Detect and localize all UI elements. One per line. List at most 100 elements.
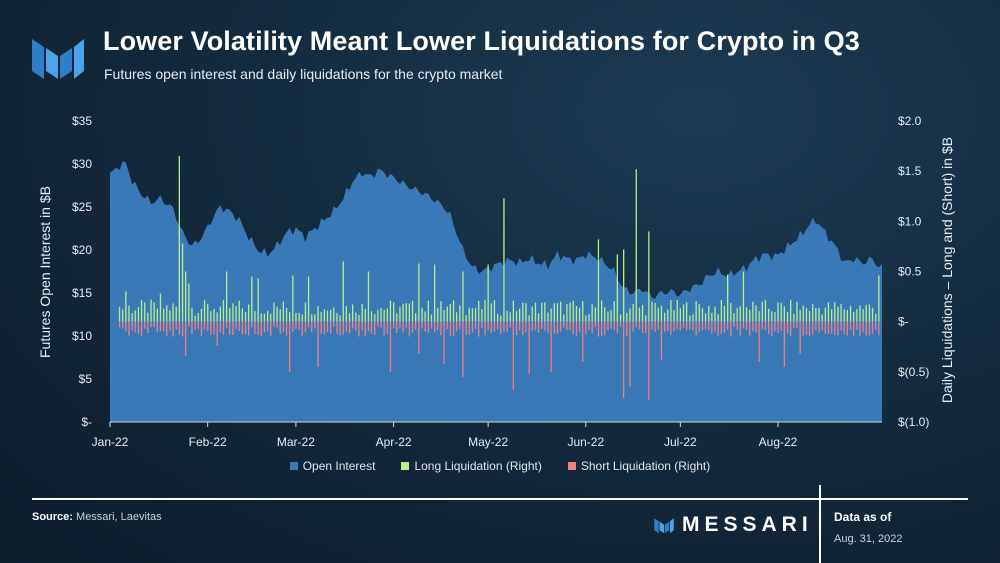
short-liquidation-bar bbox=[534, 321, 537, 331]
short-liquidation-bar bbox=[118, 321, 121, 328]
long-liquidation-bar bbox=[386, 308, 388, 322]
short-liquidation-bar bbox=[613, 321, 615, 330]
short-liquidation-bar bbox=[166, 321, 168, 336]
long-liquidation-bar bbox=[793, 313, 795, 322]
short-liquidation-bar bbox=[153, 321, 155, 327]
long-liquidation-bar bbox=[711, 312, 713, 322]
short-liquidation-bar bbox=[563, 321, 565, 328]
short-liquidation-bar bbox=[638, 321, 641, 330]
short-liquidation-bar bbox=[468, 321, 470, 335]
long-liquidation-bar bbox=[654, 302, 656, 322]
long-liquidation-bar bbox=[783, 306, 785, 322]
long-liquidation-bar bbox=[456, 312, 458, 322]
short-liquidation-bar bbox=[267, 321, 269, 332]
short-liquidation-bar bbox=[679, 321, 681, 331]
long-liquidation-bar bbox=[125, 291, 127, 322]
short-liquidation-bar bbox=[790, 321, 792, 337]
short-liquidation-bar bbox=[399, 321, 401, 329]
long-liquidation-bar bbox=[459, 305, 461, 322]
source-label: Source: bbox=[32, 511, 73, 523]
short-liquidation-bar bbox=[393, 321, 395, 329]
short-liquidation-bar bbox=[727, 321, 729, 330]
long-liquidation-bar bbox=[875, 313, 877, 322]
long-liquidation-bar bbox=[648, 231, 650, 322]
long-liquidation-bar bbox=[153, 302, 155, 322]
short-liquidation-bar bbox=[689, 321, 691, 330]
long-liquidation-bar bbox=[771, 311, 773, 322]
long-liquidation-bar bbox=[834, 302, 836, 322]
long-liquidation-bar bbox=[377, 309, 379, 322]
long-liquidation-bar bbox=[761, 301, 763, 322]
long-liquidation-bar bbox=[824, 307, 826, 322]
short-liquidation-bar bbox=[131, 321, 133, 331]
long-liquidation-bar bbox=[827, 302, 830, 322]
long-liquidation-bar bbox=[856, 309, 858, 322]
long-liquidation-bar bbox=[181, 243, 184, 322]
long-liquidation-bar bbox=[122, 309, 124, 322]
long-liquidation-bar bbox=[547, 312, 549, 322]
long-liquidation-bar bbox=[802, 305, 804, 322]
short-liquidation-bar bbox=[355, 321, 357, 331]
short-liquidation-bar bbox=[601, 321, 603, 337]
right-tick-label: $1.5 bbox=[898, 164, 922, 178]
long-liquidation-bar bbox=[808, 311, 811, 322]
long-liquidation-bar bbox=[443, 310, 445, 322]
left-tick-label: $10 bbox=[72, 329, 92, 343]
short-liquidation-bar bbox=[465, 321, 467, 335]
x-tick-label: Apr-22 bbox=[376, 435, 412, 449]
long-liquidation-bar bbox=[191, 307, 193, 322]
short-liquidation-bar bbox=[651, 321, 653, 330]
short-liquidation-bar bbox=[761, 321, 763, 329]
short-liquidation-bar bbox=[626, 321, 628, 337]
long-liquidation-bar bbox=[673, 310, 675, 322]
short-liquidation-bar bbox=[865, 321, 867, 336]
short-liquidation-bar bbox=[758, 321, 760, 362]
short-liquidation-bar bbox=[818, 321, 820, 333]
short-liquidation-bar bbox=[774, 321, 776, 332]
short-liquidation-bar bbox=[298, 321, 300, 330]
short-liquidation-bar bbox=[664, 321, 666, 332]
long-liquidation-bar bbox=[698, 304, 700, 322]
long-liquidation-bar bbox=[449, 304, 451, 322]
short-liquidation-bar bbox=[150, 321, 152, 328]
long-liquidation-bar bbox=[446, 306, 448, 322]
short-liquidation-bar bbox=[780, 321, 782, 331]
long-liquidation-bar bbox=[846, 310, 848, 322]
short-liquidation-bar bbox=[333, 321, 335, 327]
long-liquidation-bar bbox=[393, 302, 395, 322]
short-liquidation-bar bbox=[342, 321, 344, 335]
short-liquidation-bar bbox=[745, 321, 748, 330]
short-liquidation-bar bbox=[755, 321, 757, 333]
short-liquidation-bar bbox=[812, 321, 814, 335]
short-liquidation-bar bbox=[156, 321, 158, 332]
long-liquidation-bar bbox=[815, 308, 817, 322]
x-tick-label: Jun-22 bbox=[567, 435, 604, 449]
short-liquidation-bar bbox=[178, 321, 180, 335]
long-liquidation-bar bbox=[462, 271, 464, 322]
short-liquidation-bar bbox=[821, 321, 823, 330]
short-liquidation-bar bbox=[490, 321, 492, 333]
long-liquidation-bar bbox=[695, 301, 697, 322]
long-liquidation-bar bbox=[566, 304, 568, 322]
long-liquidation-bar bbox=[534, 302, 537, 322]
long-liquidation-bar bbox=[679, 308, 681, 322]
short-liquidation-bar bbox=[506, 321, 508, 332]
long-liquidation-bar bbox=[764, 300, 767, 322]
short-liquidation-bar bbox=[440, 321, 442, 336]
short-liquidation-bar bbox=[200, 321, 203, 337]
short-liquidation-bar bbox=[582, 321, 584, 362]
messari-brand-icon bbox=[654, 518, 674, 534]
long-liquidation-bar bbox=[550, 308, 552, 322]
short-liquidation-bar bbox=[604, 321, 606, 336]
long-liquidation-bar bbox=[336, 312, 338, 322]
short-liquidation-bar bbox=[339, 321, 341, 336]
short-liquidation-bar bbox=[122, 321, 124, 329]
long-liquidation-bar bbox=[270, 313, 272, 322]
legend-label-open-interest: Open Interest bbox=[302, 459, 376, 473]
long-liquidation-bar bbox=[670, 300, 672, 322]
long-liquidation-bar bbox=[487, 264, 489, 322]
long-liquidation-bar bbox=[415, 313, 417, 322]
legend-label-long: Long Liquidation (Right) bbox=[414, 459, 542, 473]
long-liquidation-bar bbox=[667, 309, 669, 322]
short-liquidation-bar bbox=[720, 321, 722, 334]
